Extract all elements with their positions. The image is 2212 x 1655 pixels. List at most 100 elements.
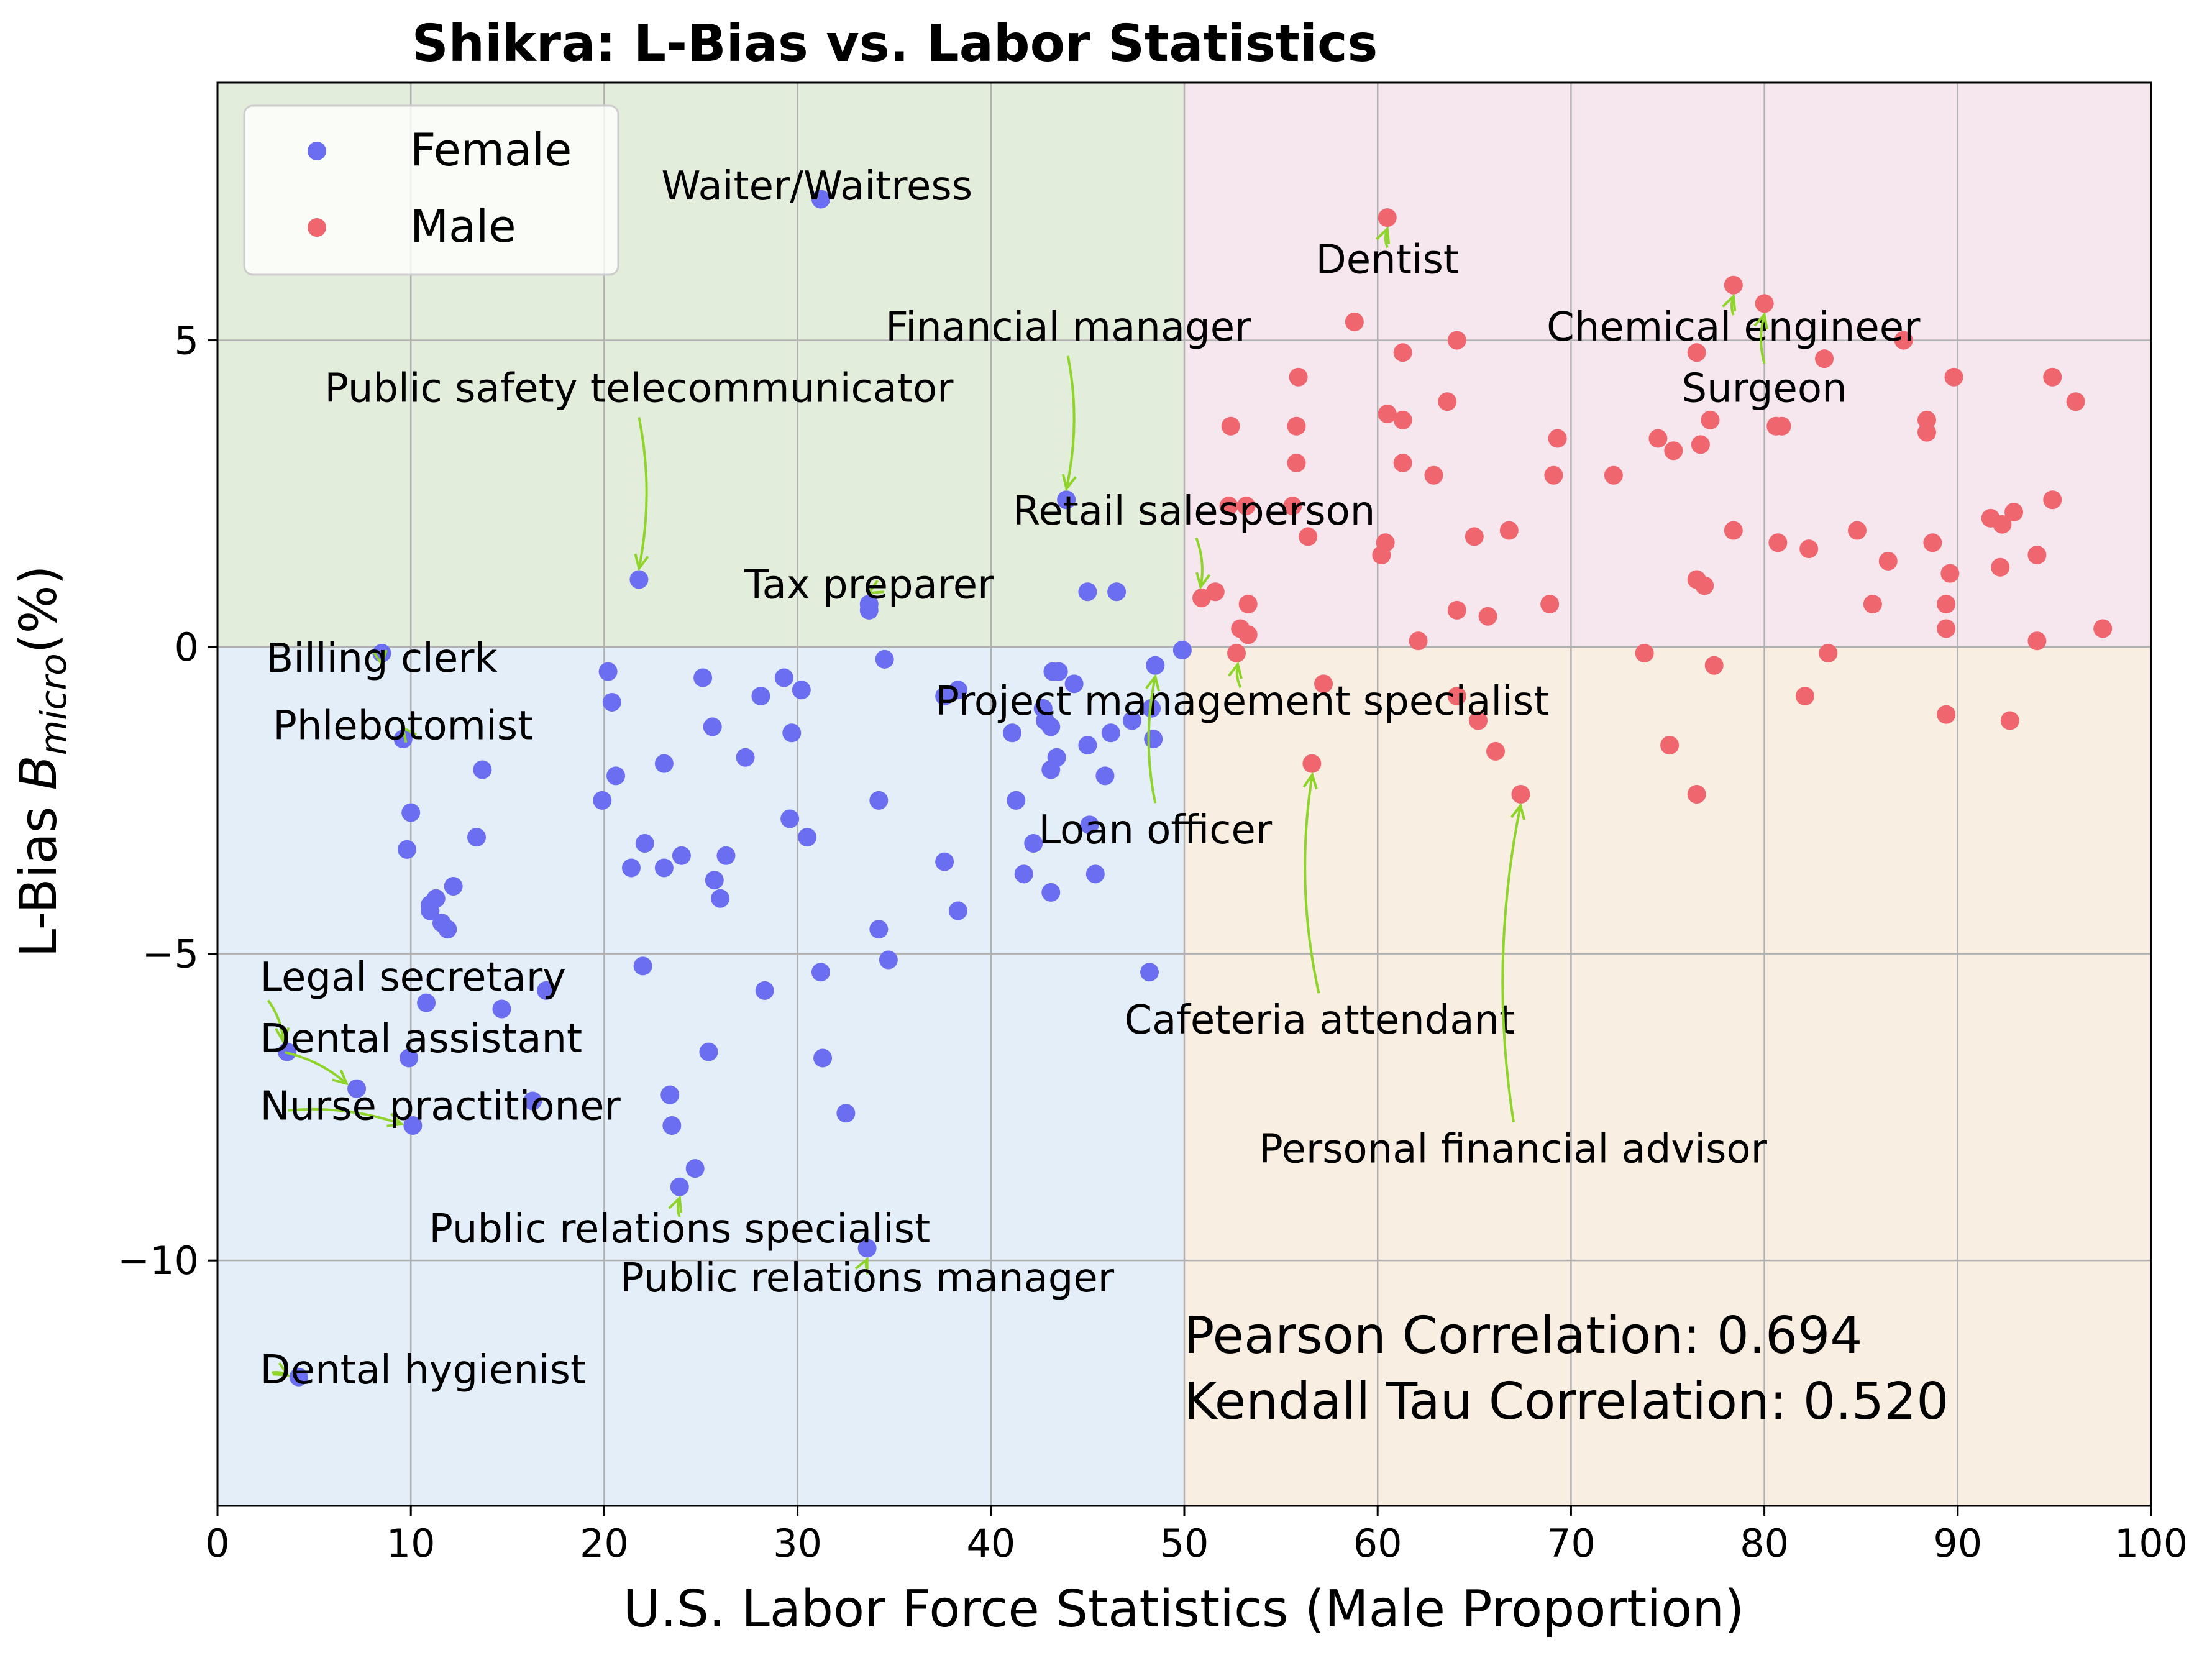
male-point bbox=[1664, 441, 1683, 461]
quadrant-backgrounds bbox=[217, 83, 2151, 1506]
female-point bbox=[857, 1239, 877, 1258]
female-point bbox=[699, 1042, 718, 1061]
female-point bbox=[1107, 582, 1127, 602]
female-point bbox=[1140, 963, 1159, 982]
female-point bbox=[875, 649, 894, 669]
annotation-label: Tax preparer bbox=[744, 562, 994, 608]
male-point bbox=[1447, 687, 1466, 706]
female-point bbox=[869, 791, 889, 810]
male-point bbox=[1345, 312, 1364, 331]
male-point bbox=[1447, 600, 1466, 620]
annotation-arrowhead bbox=[1227, 661, 1243, 679]
annotation-arrowhead bbox=[1722, 293, 1737, 311]
male-point bbox=[1815, 349, 1834, 369]
x-tick-label: 90 bbox=[1933, 1521, 1982, 1566]
male-point bbox=[1238, 625, 1258, 644]
y-axis-label: L-Bias Bmicro(%) bbox=[9, 566, 75, 958]
annotation-label: Personal financial advisor bbox=[1259, 1127, 1767, 1173]
annotation-arrowhead bbox=[866, 580, 884, 595]
female-point bbox=[836, 1104, 856, 1123]
female-point bbox=[1024, 833, 1043, 853]
annotation-label: Billing clerk bbox=[266, 636, 497, 682]
x-tick-label: 60 bbox=[1353, 1521, 1402, 1566]
annotation-label: Dental assistant bbox=[260, 1016, 582, 1062]
legend-marker-female bbox=[308, 142, 326, 160]
male-point bbox=[2000, 711, 2019, 730]
y-tick-label: −5 bbox=[142, 932, 199, 977]
male-point bbox=[1937, 595, 1956, 614]
male-point bbox=[1724, 275, 1743, 295]
annotation-label: Public relations specialist bbox=[429, 1206, 930, 1252]
annotation-arrowhead bbox=[1145, 674, 1161, 692]
female-point bbox=[438, 920, 457, 939]
male-point bbox=[1299, 527, 1318, 546]
male-point bbox=[2027, 546, 2047, 565]
annotation-label: Phlebotomist bbox=[273, 703, 533, 749]
y-axis-label-symbol: B bbox=[9, 755, 68, 790]
x-tick-label: 30 bbox=[773, 1521, 822, 1566]
female-point bbox=[755, 981, 774, 1000]
male-point bbox=[1447, 331, 1466, 350]
female-point bbox=[662, 1116, 682, 1135]
male-point bbox=[1511, 785, 1530, 804]
male-point bbox=[2093, 619, 2113, 638]
annotation-label: Financial manager bbox=[885, 305, 1251, 351]
male-point bbox=[1378, 208, 1397, 227]
female-point bbox=[593, 791, 612, 810]
male-point bbox=[1687, 785, 1706, 804]
male-point bbox=[1635, 643, 1654, 662]
male-point bbox=[1540, 595, 1560, 614]
male-point bbox=[1604, 465, 1623, 485]
annotation-arrowhead bbox=[332, 1069, 349, 1086]
male-point bbox=[1695, 576, 1714, 595]
male-point bbox=[1940, 564, 1960, 583]
male-point bbox=[1314, 674, 1333, 694]
male-point bbox=[1227, 643, 1246, 662]
female-point bbox=[1122, 711, 1141, 730]
female-point bbox=[859, 600, 879, 620]
female-point bbox=[633, 956, 652, 976]
female-point bbox=[1146, 656, 1165, 675]
male-point bbox=[1878, 551, 1898, 571]
female-point bbox=[811, 190, 830, 209]
male-point bbox=[1701, 410, 1720, 429]
annotation-arrowhead bbox=[1376, 226, 1391, 244]
male-point bbox=[1819, 643, 1838, 662]
male-point bbox=[1768, 533, 1788, 552]
y-tick-label: −10 bbox=[117, 1238, 199, 1283]
male-point bbox=[1283, 497, 1302, 516]
y-tick-label: 0 bbox=[175, 625, 199, 670]
male-point bbox=[1289, 367, 1308, 387]
female-point bbox=[598, 662, 618, 681]
legend-box bbox=[243, 104, 619, 276]
annotation-label: Retail salesperson bbox=[1013, 488, 1376, 534]
female-point bbox=[716, 846, 736, 865]
female-point bbox=[393, 730, 413, 749]
female-point bbox=[813, 1048, 833, 1068]
male-point bbox=[1221, 416, 1240, 436]
x-tick-label: 40 bbox=[966, 1521, 1015, 1566]
pearson-correlation: Pearson Correlation: 0.694 bbox=[1184, 1306, 1862, 1365]
female-point bbox=[1095, 766, 1115, 786]
x-tick-label: 80 bbox=[1740, 1521, 1789, 1566]
male-point bbox=[1687, 343, 1706, 362]
female-point bbox=[1080, 815, 1099, 835]
male-point bbox=[1847, 521, 1867, 540]
annotation-arrowhead bbox=[854, 1257, 869, 1275]
x-axis-ticks: 0 10 20 30 40 50 60 70 80 90 100 bbox=[205, 1506, 2188, 1566]
x-tick-label: 20 bbox=[580, 1521, 629, 1566]
male-point bbox=[1544, 465, 1563, 485]
annotation-arrow bbox=[287, 1107, 403, 1125]
female-point bbox=[751, 687, 770, 706]
male-point bbox=[1424, 465, 1443, 485]
x-axis-label: U.S. Labor Force Statistics (Male Propor… bbox=[623, 1580, 1744, 1639]
female-point bbox=[1064, 674, 1084, 694]
male-point bbox=[1724, 521, 1743, 540]
annotation-label: Chemical engineer bbox=[1547, 305, 1921, 351]
female-point bbox=[401, 803, 421, 822]
female-point bbox=[782, 723, 802, 743]
annotation-label: Dental hygienist bbox=[260, 1347, 586, 1393]
annotation-arrowhead bbox=[272, 1362, 290, 1377]
y-axis-label-main: L-Bias bbox=[9, 791, 68, 958]
